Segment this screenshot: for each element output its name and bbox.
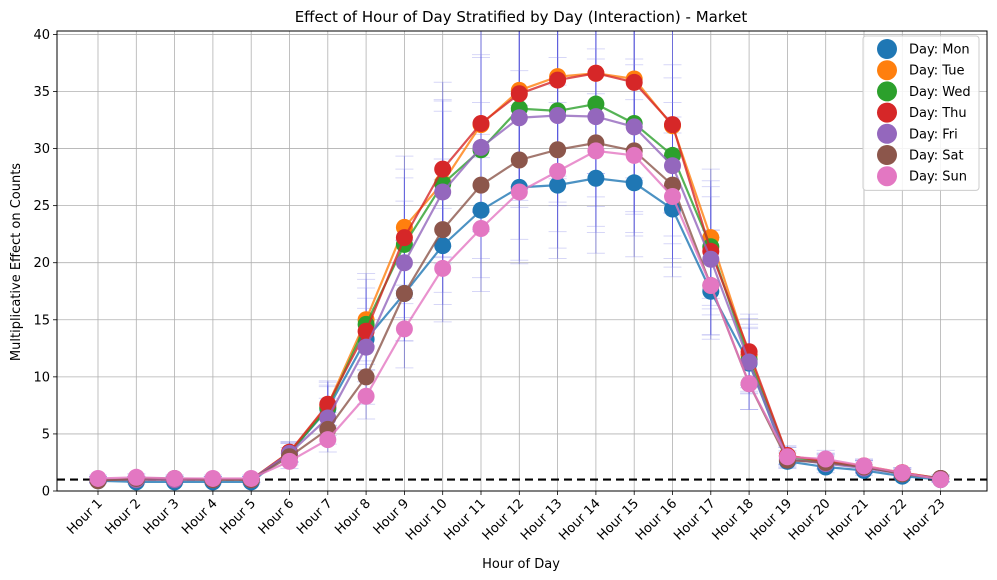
y-tick-label: 35 [33,85,50,100]
data-point [587,169,605,187]
data-point [242,469,260,487]
data-point [549,162,567,180]
legend-marker [877,102,897,123]
data-point [510,109,528,127]
legend-label: Day: Wed [909,85,971,100]
data-point [664,157,681,175]
legend-marker [877,60,897,81]
data-point [587,108,605,126]
y-axis-label: Multiplicative Effect on Counts [9,163,24,361]
y-tick-label: 25 [33,199,50,214]
data-point [472,176,490,194]
y-tick-label: 5 [42,427,50,442]
data-point [510,183,528,201]
legend-label: Day: Tue [909,64,964,79]
legend-entry: Day: Thu [877,102,967,123]
data-point [357,338,375,356]
data-point [664,188,681,206]
data-point [549,106,567,124]
legend-label: Day: Fri [909,127,958,142]
data-point [510,85,528,103]
data-point [625,146,643,164]
data-point [664,116,681,134]
data-point [510,151,528,169]
data-point [357,368,375,386]
legend-label: Day: Sat [909,149,964,164]
data-point [702,250,720,268]
series-lines [89,64,950,491]
legend-marker [877,123,897,144]
data-point [472,201,490,219]
data-point [932,471,950,489]
legend: Day: Mon Day: Tue Day: Wed Day: Thu Day: Fri… [862,35,980,191]
data-point [166,469,184,487]
data-point [472,114,490,132]
data-point [587,95,605,113]
data-point [319,431,337,449]
data-point [587,142,605,160]
y-tick-label: 0 [42,485,50,500]
y-tick-label: 40 [33,28,50,43]
y-tick-label: 20 [33,256,50,271]
data-point [357,387,375,405]
y-tick-label: 10 [33,370,50,385]
data-point [204,469,222,487]
data-point [395,320,413,338]
data-point [549,176,567,194]
data-point [625,174,643,192]
data-point [625,73,643,91]
data-point [893,464,911,482]
data-point [472,219,490,237]
data-point [395,285,413,303]
data-point [549,141,567,159]
data-point [740,375,758,393]
legend-label: Day: Thu [909,106,967,121]
data-point [472,138,490,156]
legend-marker [877,81,897,102]
y-tick-label: 15 [33,313,50,328]
data-point [357,322,375,340]
series-7 [89,142,950,489]
legend-entry: Day: Sun [877,166,967,187]
legend-marker [877,39,897,59]
data-point [395,254,413,272]
data-point [855,457,873,475]
x-axis-label: Hour of Day [482,557,560,572]
legend-marker [877,166,897,187]
data-point [434,221,452,239]
data-point [434,259,452,277]
legend-label: Day: Sun [909,170,967,185]
data-point [625,118,643,136]
data-point [281,452,298,470]
legend-label: Day: Mon [909,43,970,58]
data-point [434,160,452,178]
data-point [778,448,796,466]
data-point [702,277,720,295]
data-point [549,71,567,89]
chart-title: Effect of Hour of Day Stratified by Day … [295,8,748,26]
y-tick-labels: 0 5 10 15 20 25 30 35 40 [33,28,57,500]
data-point [817,450,835,468]
legend-marker [877,145,897,165]
y-tick-label: 30 [33,142,50,157]
data-point [434,237,452,255]
data-point [89,469,107,487]
legend-entry: Day: Mon [877,39,970,59]
plot-frame [56,30,988,492]
legend-entry: Day: Fri [877,123,958,144]
data-point [395,229,413,247]
data-point [740,353,758,371]
legend-entry: Day: Sat [877,145,964,165]
legend-entry: Day: Tue [877,60,964,81]
legend-entry: Day: Wed [877,81,971,102]
data-point [127,468,145,486]
data-point [434,183,452,201]
data-point [587,64,605,82]
